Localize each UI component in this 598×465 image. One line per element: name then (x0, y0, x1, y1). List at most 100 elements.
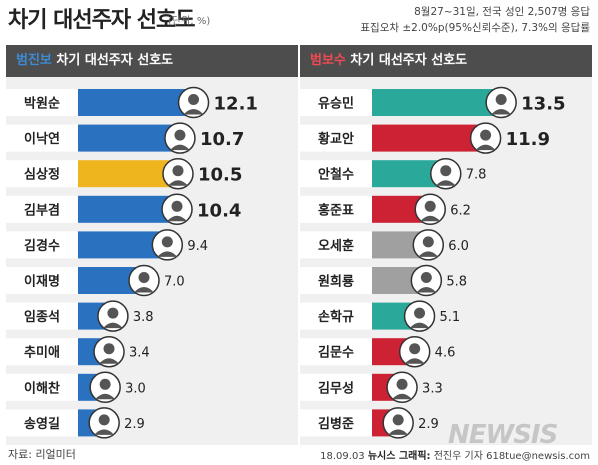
portrait-body-icon (102, 322, 123, 329)
value-label: 6.2 (450, 203, 471, 218)
value-label: 9.4 (187, 239, 208, 254)
portrait-head-icon (480, 129, 492, 141)
category-label-box (300, 373, 372, 401)
progressive-panel-header: 범진보 차기 대선주자 선호도 (6, 45, 298, 77)
progressive-panel: 범진보 차기 대선주자 선호도 박원순 12.1 이낙연 10.7 심상정 10.5 김부겸… (6, 45, 298, 445)
portrait-body-icon (404, 358, 425, 364)
survey-line-2: 표집오차 ±2.0%p(95%신뢰수준), 7.3%의 응답률 (360, 22, 590, 34)
portrait-head-icon (414, 307, 426, 319)
category-label: 이해찬 (24, 380, 60, 396)
conservative-bar-row: 유승민 13.5 (300, 86, 566, 119)
portrait-body-icon (418, 251, 439, 257)
category-label-box (6, 338, 78, 366)
conservative-panel-header: 범보수 차기 대선주자 선호도 (300, 45, 592, 77)
portrait-body-icon (134, 287, 154, 293)
value-label: 3.8 (133, 310, 154, 325)
conservative-bar-row: 홍준표 6.2 (300, 193, 471, 226)
category-label: 원희룡 (318, 275, 354, 290)
conservative-panel-lead: 범보수 (310, 53, 346, 68)
category-label-box (6, 89, 78, 116)
category-label: 심상정 (24, 167, 60, 183)
category-label: 오세훈 (318, 238, 354, 254)
portrait-head-icon (103, 343, 115, 355)
portrait-body-icon (392, 393, 413, 400)
category-label: 박원순 (24, 96, 60, 112)
progressive-bar-row: 김경수 9.4 (6, 229, 208, 261)
value-label: 2.9 (418, 417, 439, 432)
value-label: 2.9 (124, 417, 145, 432)
category-label-box (6, 302, 78, 330)
credit-name: 전진우 기자 618tue@newsis.com (433, 451, 590, 462)
category-label-box (300, 231, 372, 259)
page-title: 차기 대선주자 선호도 (8, 8, 195, 33)
unit-label: (단위: %) (168, 16, 211, 27)
portrait-head-icon (188, 94, 200, 105)
category-label: 추미애 (24, 345, 60, 361)
progressive-bar-row: 김부겸 10.4 (6, 193, 241, 226)
conservative-bar-row: 김병준 2.9 (300, 407, 439, 439)
progressive-panel-title: 차기 대선주자 선호도 (51, 53, 174, 68)
portrait-body-icon (416, 287, 437, 293)
category-label: 황교안 (318, 131, 354, 147)
portrait-head-icon (161, 236, 173, 248)
portrait-body-icon (183, 109, 204, 115)
category-label-box (300, 302, 372, 330)
portrait-body-icon (167, 215, 188, 222)
progressive-bar-row: 이재명 7.0 (6, 264, 185, 297)
portrait-body-icon (168, 180, 188, 186)
progressive-bar-row: 송영길 2.9 (6, 407, 145, 439)
credit-date: 18.09.03 (320, 451, 365, 462)
category-label-box (300, 160, 372, 188)
category-label: 김무성 (318, 381, 354, 396)
portrait-body-icon (475, 144, 496, 151)
portrait-head-icon (392, 414, 404, 426)
bar (372, 89, 504, 116)
portrait-body-icon (435, 180, 456, 186)
category-label-box (6, 267, 78, 294)
conservative-bar-row: 김무성 3.3 (300, 371, 443, 404)
category-label-box (6, 195, 78, 223)
portrait-head-icon (420, 272, 432, 283)
category-label: 김병준 (318, 416, 354, 432)
portrait-head-icon (440, 165, 452, 177)
category-label-box (300, 195, 372, 223)
value-label: 3.4 (129, 346, 150, 361)
conservative-panel: 범보수 차기 대선주자 선호도 유승민 13.5 황교안 11.9 안철수 7.8 홍준표 6… (300, 45, 592, 445)
portrait-head-icon (409, 343, 421, 355)
category-label-box (6, 160, 78, 188)
portrait-body-icon (99, 358, 120, 364)
value-label: 7.8 (466, 168, 487, 183)
portrait-body-icon (94, 429, 115, 435)
portrait-body-icon (157, 251, 178, 257)
conservative-bar-row: 황교안 11.9 (300, 122, 550, 154)
newsis-logo: NEWSIS (448, 420, 558, 450)
portrait-head-icon (99, 378, 111, 390)
portrait-head-icon (495, 94, 507, 105)
value-label: 11.9 (506, 129, 550, 150)
portrait-body-icon (95, 393, 116, 400)
portrait-body-icon (388, 429, 409, 435)
value-label: 10.5 (198, 165, 242, 186)
portrait-body-icon (409, 322, 430, 329)
value-label: 6.0 (448, 239, 469, 254)
category-label: 김문수 (318, 346, 354, 361)
conservative-bar-row: 김문수 4.6 (300, 335, 455, 368)
progressive-bar-row: 박원순 12.1 (6, 86, 258, 119)
category-label: 홍준표 (318, 202, 354, 218)
conservative-bar-row: 손학규 5.1 (300, 300, 460, 332)
progressive-bar-row: 추미애 3.4 (6, 335, 150, 368)
portrait-head-icon (172, 165, 184, 177)
conservative-bar-chart: 유승민 13.5 황교안 11.9 안철수 7.8 홍준표 6.2 오세훈 6.0 원희룡 5.8 손학… (300, 86, 566, 439)
category-label-box (6, 231, 78, 259)
value-label: 10.4 (197, 200, 241, 221)
category-label-box (300, 267, 372, 294)
category-label-box (300, 409, 372, 437)
bar (372, 124, 488, 152)
portrait-head-icon (107, 307, 119, 319)
portrait-head-icon (424, 200, 436, 212)
value-label: 3.3 (422, 381, 443, 396)
category-label-box (300, 338, 372, 366)
portrait-body-icon (169, 144, 190, 151)
category-label: 김부겸 (24, 203, 60, 218)
portrait-body-icon (491, 109, 512, 115)
